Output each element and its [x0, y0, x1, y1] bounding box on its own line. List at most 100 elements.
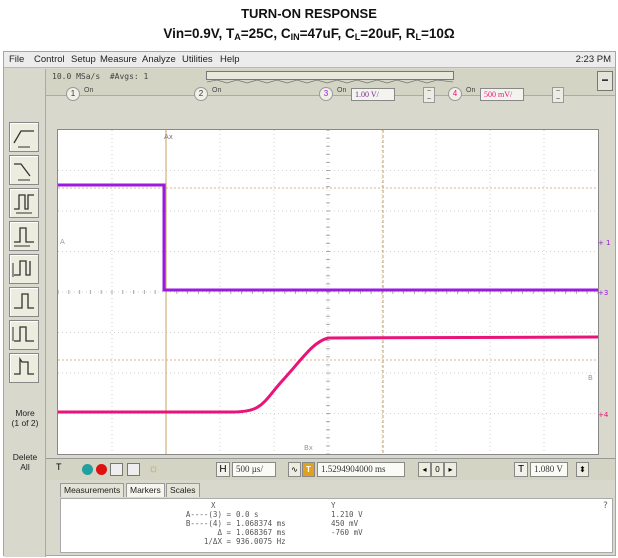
trigger-level-spinner[interactable]: ⬍	[576, 462, 589, 477]
delete-all-button[interactable]: Delete All	[7, 452, 43, 472]
delay-left-button[interactable]: ◂	[418, 462, 431, 477]
waveform-svg: Ax A Bx B	[58, 130, 598, 454]
overview-wave-icon	[206, 79, 454, 84]
channel-3-scale[interactable]: 1.00 V/	[351, 88, 395, 101]
ch1-marker-num: 1	[606, 239, 611, 247]
ch4-marker-num: 4	[603, 411, 609, 419]
subtitle-part: =47uF, C	[299, 26, 355, 41]
channel-4-scale[interactable]: 500 mV/	[480, 88, 524, 101]
rising-edge-trigger-icon[interactable]	[9, 122, 39, 152]
subtitle-part: Vin=0.9V, T	[163, 26, 235, 41]
marker-a-label: A	[60, 238, 65, 246]
subtitle-sub: A	[234, 32, 241, 42]
marker-row-x: 1.068374 ms	[236, 519, 286, 528]
subtitle-sub: IN	[290, 32, 300, 42]
subtitle-part: =25C, C	[240, 26, 291, 41]
rise-time-icon[interactable]	[9, 254, 39, 284]
acquisition-info: 10.0 MSa/s #Avgs: 1	[52, 72, 148, 81]
menu-measure[interactable]: Measure	[100, 54, 137, 65]
channel-4-ground-marker: +4	[598, 411, 609, 419]
left-toolbar: More (1 of 2) Delete All	[4, 69, 46, 557]
print-icon[interactable]	[127, 463, 140, 476]
delay-right-button[interactable]: ▸	[444, 462, 457, 477]
marker-row-x: 1.068367 ms	[236, 528, 286, 537]
figure-title: TURN-ON RESPONSE	[241, 6, 377, 21]
pulse-width-icon[interactable]	[9, 188, 39, 218]
channel-1-button[interactable]: 1	[66, 87, 80, 101]
delete-all-label: Delete All	[12, 452, 38, 472]
tab-markers[interactable]: Markers	[126, 483, 165, 497]
menu-help[interactable]: Help	[220, 54, 240, 65]
more-button[interactable]: More (1 of 2)	[7, 408, 43, 428]
run-button[interactable]	[82, 464, 93, 475]
autoscale-icon[interactable]: ☼	[148, 461, 159, 475]
help-icon[interactable]: ?	[602, 501, 608, 511]
menu-control[interactable]: Control	[34, 54, 65, 65]
channel-3-button[interactable]: 3	[319, 87, 333, 101]
marker-header-x: X	[211, 501, 216, 510]
channel-2-on-checkbox[interactable]: On	[212, 87, 222, 94]
figure-subtitle: Vin=0.9V, TA=25C, CIN=47uF, CL=20uF, RL=…	[0, 26, 618, 42]
marker-row-y: 450 mV	[331, 519, 359, 528]
menu-file[interactable]: File	[9, 54, 25, 65]
subtitle-part: =20uF, R	[360, 26, 416, 41]
channel-3-on-checkbox[interactable]: On	[337, 87, 347, 94]
channel-4-button[interactable]: 4	[448, 87, 462, 101]
markers-readout: X Y A----(3) = 0.0 s 1.210 V B----(4) = …	[60, 498, 613, 553]
subtitle-sub: L	[354, 32, 361, 42]
scope-window: File Control Setup Measure Analyze Utili…	[3, 51, 616, 557]
trigger-position-marker: T	[302, 462, 315, 477]
channel-1-ground-marker: + 1	[598, 239, 611, 247]
tab-measurements[interactable]: Measurements	[60, 483, 125, 497]
marker-row-label: 1/ΔX =	[203, 537, 231, 546]
period-icon[interactable]	[9, 221, 39, 251]
falling-edge-trigger-icon[interactable]	[9, 155, 39, 185]
timebase-overview-bar[interactable]	[206, 71, 454, 84]
subtitle-sub: L	[415, 32, 421, 42]
marker-row-label: A----(3) =	[185, 510, 231, 519]
horizontal-scale-spinner[interactable]: ∿	[288, 462, 301, 477]
marker-b-label: B	[588, 374, 593, 382]
control-strip: T ☼ H 500 µs/ ∿ T 1.5294904000 ms ◂ 0 ▸ …	[46, 458, 615, 480]
stop-button[interactable]	[96, 464, 107, 475]
subtitle-part: =10Ω	[420, 26, 455, 41]
amplitude-icon[interactable]	[9, 287, 39, 317]
averages: #Avgs: 1	[109, 72, 149, 81]
single-button[interactable]	[110, 463, 123, 476]
trigger-level-field[interactable]: 1.080 V	[530, 462, 568, 477]
marker-row-y: 1.210 V	[331, 510, 363, 519]
horizontal-label: H	[216, 462, 230, 477]
overshoot-icon[interactable]	[9, 353, 39, 383]
channel-2-button[interactable]: 2	[194, 87, 208, 101]
horizontal-scale-field[interactable]: 500 µs/	[232, 462, 276, 477]
menu-analyze[interactable]: Analyze	[142, 54, 176, 65]
marker-bx-label: Bx	[304, 444, 313, 452]
trigger-marker-label: T	[56, 462, 62, 472]
marker-header-y: Y	[331, 501, 336, 510]
channel-1-on-checkbox[interactable]: On	[84, 87, 94, 94]
marker-row-x: 0.0 s	[236, 510, 259, 519]
marker-row-x: 936.0075 Hz	[236, 537, 286, 546]
channel-4-trace	[58, 335, 598, 414]
marker-row-label: Δ =	[217, 528, 231, 537]
tab-scales[interactable]: Scales	[166, 483, 200, 497]
channel-4-on-checkbox[interactable]: On	[466, 87, 476, 94]
menu-setup[interactable]: Setup	[71, 54, 96, 65]
channel-3-trace	[58, 183, 598, 292]
minimize-button[interactable]: −	[597, 71, 613, 91]
ch3-marker-num: 3	[603, 289, 609, 297]
channel-4-scale-spinner[interactable]: ~ ~	[552, 87, 564, 103]
waveform-display[interactable]: Ax A Bx B	[57, 129, 599, 455]
channel-3-scale-spinner[interactable]: ~ ~	[423, 87, 435, 103]
delay-zero-button[interactable]: 0	[431, 462, 444, 477]
menu-bar: File Control Setup Measure Analyze Utili…	[4, 52, 615, 68]
menu-utilities[interactable]: Utilities	[182, 54, 213, 65]
graticule	[58, 130, 598, 454]
more-label: More (1 of 2)	[11, 408, 39, 428]
channel-3-ground-marker: +3	[598, 289, 609, 297]
marker-row-y: -760 mV	[331, 528, 363, 537]
clock: 2:23 PM	[575, 54, 611, 65]
trigger-label: T	[514, 462, 528, 477]
horizontal-delay-field[interactable]: 1.5294904000 ms	[317, 462, 405, 477]
top-base-icon[interactable]	[9, 320, 39, 350]
